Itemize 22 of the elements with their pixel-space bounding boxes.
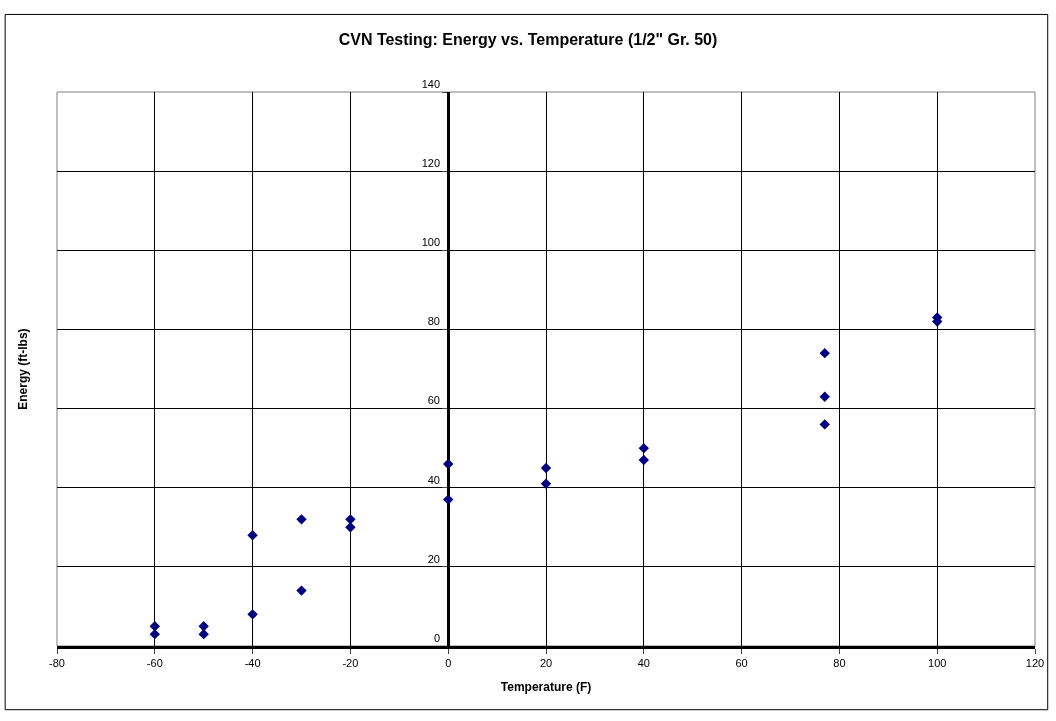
x-tick-label: 0 [445,657,452,670]
y-tick-label: 20 [427,552,440,565]
y-tick-label: 40 [427,473,440,486]
x-tick-label: 40 [637,657,650,670]
x-tick-label: -40 [244,657,261,670]
x-tick-label: 20 [539,657,553,670]
chart-title: CVN Testing: Energy vs. Temperature (1/2" Gr. 50) [338,31,718,49]
x-tick-label: 80 [833,657,846,670]
x-tick-label: -80 [49,657,65,670]
y-tick-label: 0 [433,631,440,644]
x-axis-title: Temperature (F) [500,680,592,695]
x-tick-label: 60 [735,657,748,670]
y-axis-title: Energy (ft-lbs) [15,328,30,410]
x-tick-label: 120 [1025,657,1045,670]
y-tick-label: 100 [421,236,440,249]
x-tick-label: -60 [146,657,163,670]
y-tick-label: 60 [427,394,440,407]
x-tick-label: -20 [342,657,359,670]
y-tick-label: 140 [421,77,440,90]
y-tick-label: 120 [421,156,440,169]
x-tick-label: 100 [928,657,947,670]
y-tick-label: 80 [427,315,440,328]
